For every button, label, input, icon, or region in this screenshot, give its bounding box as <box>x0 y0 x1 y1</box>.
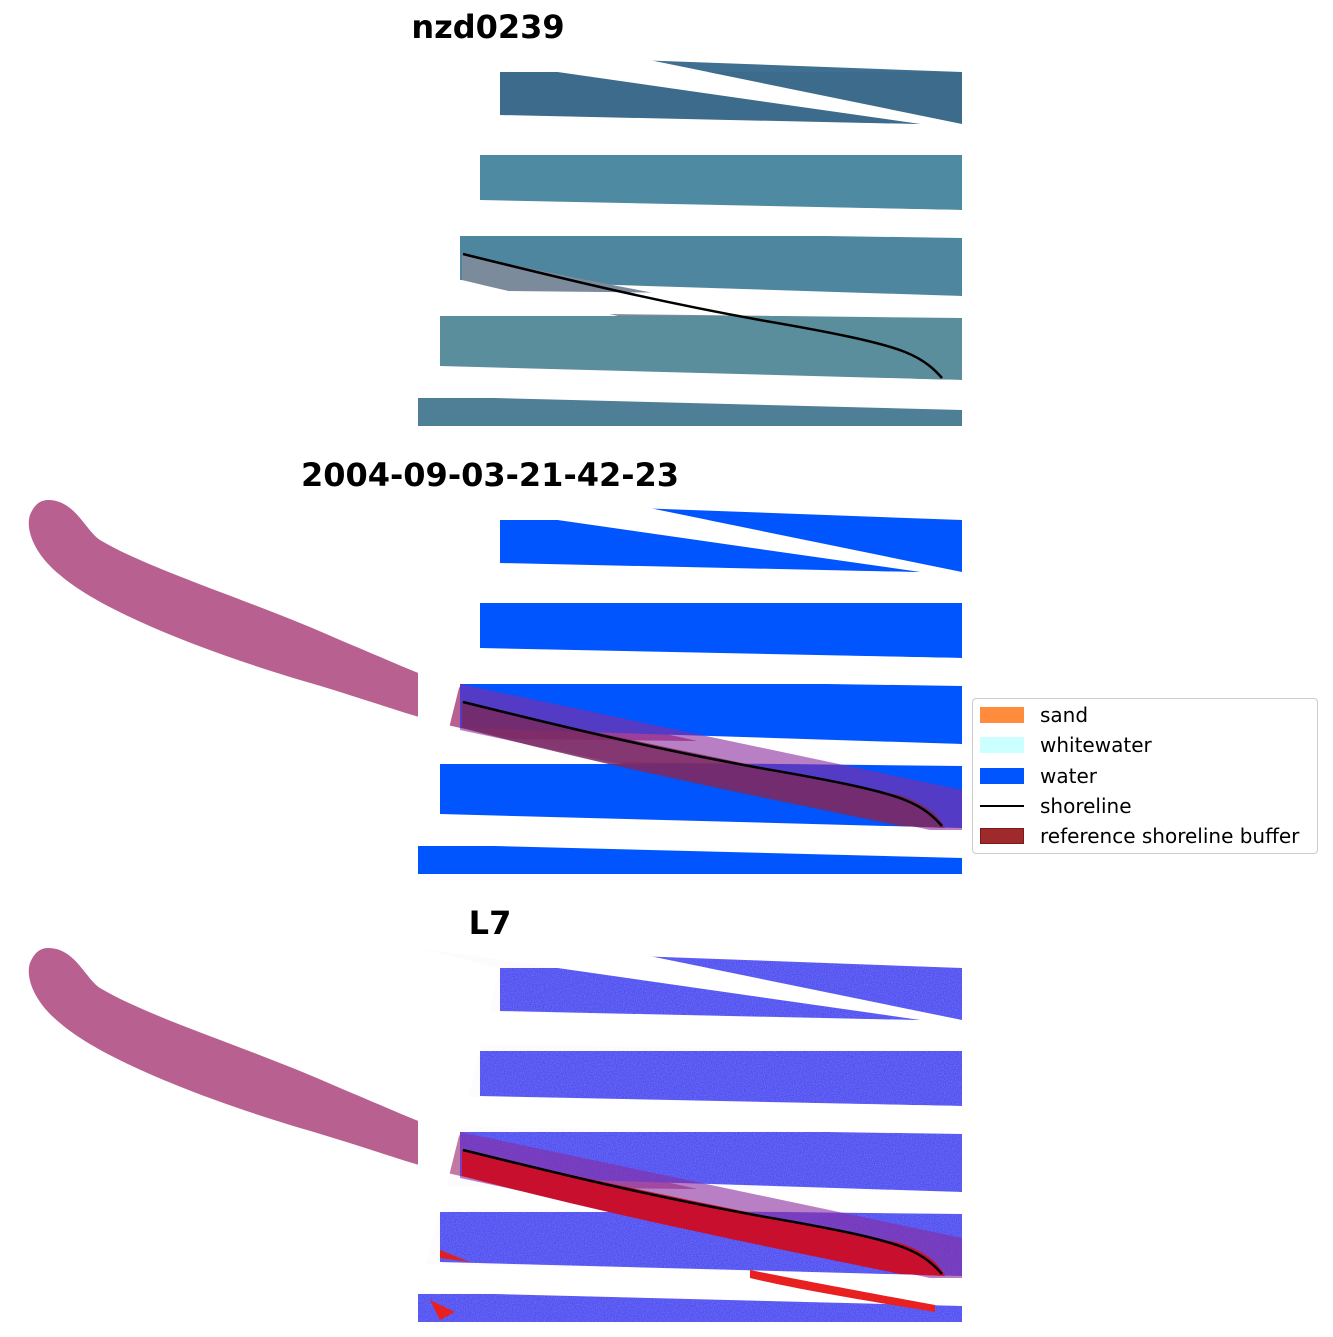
panel-title-classification: 2004-09-03-21-42-23 <box>300 456 680 494</box>
panel-title-rgb: nzd0239 <box>411 8 565 46</box>
rgb-image <box>418 52 962 426</box>
panel-title-probability: L7 <box>468 904 512 942</box>
shoreline-classification <box>462 700 943 827</box>
legend-item-sand: sand <box>980 703 1089 727</box>
probability-image <box>418 948 962 1322</box>
legend-label: sand <box>1040 703 1089 727</box>
water-swatch <box>980 768 1024 784</box>
legend-label: water <box>1040 764 1097 788</box>
classification-image <box>418 500 962 874</box>
sand-probability <box>462 1150 945 1276</box>
legend-item-water: water <box>980 764 1097 788</box>
shoreline-swatch <box>980 805 1024 807</box>
shoreline-probability <box>462 1148 943 1275</box>
rgb-strip-3 <box>480 155 962 210</box>
shoreline-rgb <box>462 252 943 379</box>
water-strip-3 <box>480 603 962 658</box>
legend-label: reference shoreline buffer <box>1040 824 1300 848</box>
legend-item-whitewater: whitewater <box>980 733 1152 757</box>
legend-label: shoreline <box>1040 794 1132 818</box>
whitewater-swatch <box>980 737 1024 753</box>
sand-swatch <box>980 707 1024 723</box>
buffer-swatch <box>980 828 1024 844</box>
legend: sand whitewater water shoreline referenc… <box>972 698 1318 854</box>
legend-item-reference-buffer: reference shoreline buffer <box>980 824 1300 848</box>
legend-item-shoreline: shoreline <box>980 794 1132 818</box>
legend-label: whitewater <box>1040 733 1152 757</box>
